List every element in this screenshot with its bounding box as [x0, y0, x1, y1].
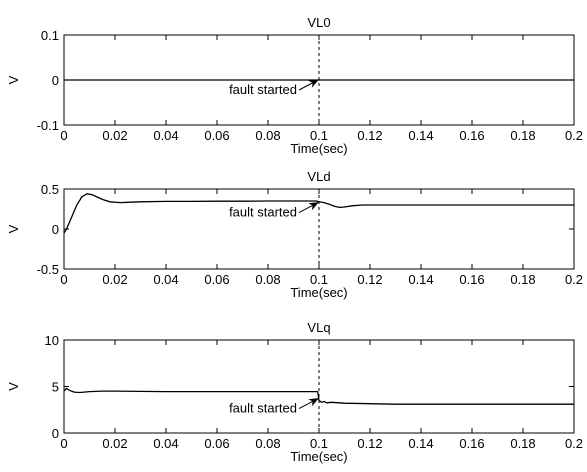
x-tick-label: 0.12 [357, 272, 382, 287]
series-line [63, 193, 574, 234]
x-tick-label: 0.1 [310, 272, 328, 287]
chart-panel-1: VL0 0 0.02 0.04 0.06 0.08 0.1 0.12 0.14 0.16 0.18 0… [6, 15, 583, 156]
x-tick-label: 0.04 [153, 128, 178, 143]
x-tick-label: 0.06 [204, 436, 229, 451]
x-tick-label: 0.12 [357, 128, 382, 143]
x-axis-label: Time(sec) [290, 285, 347, 300]
annotation-label: fault started [229, 82, 297, 97]
annotation-arrow [298, 202, 319, 214]
x-tick-label: 0.06 [204, 128, 229, 143]
annotation-arrow [298, 398, 319, 410]
x-tick-label: 0.1 [310, 128, 328, 143]
y-axis-label: V [6, 382, 21, 391]
chart-panel-2: VLd 0 0.02 0.04 0.06 0.08 0.1 0.12 0.14 0.16 0.18 0… [6, 169, 583, 300]
annotation-arrow [298, 79, 319, 91]
chart-panel-3: VLq 0 0.02 0.04 0.06 0.08 0.1 0.12 0.14 0.16 0.18 0… [6, 320, 583, 464]
chart-title: VLd [307, 169, 330, 184]
x-tick-label: 0.08 [255, 128, 280, 143]
y-tick-label: -0.5 [37, 262, 59, 277]
x-tick-label: 0.12 [357, 436, 382, 451]
x-tick-label: 0.2 [565, 436, 583, 451]
y-tick-label: 0 [52, 222, 59, 237]
x-tick-label: 0.16 [459, 272, 484, 287]
x-tick-label: 0.06 [204, 272, 229, 287]
x-tick-label: 0 [60, 272, 67, 287]
x-tick-label: 0.14 [408, 272, 433, 287]
chart-title: VL0 [307, 15, 330, 30]
y-axis-label: V [6, 75, 21, 84]
annotation-label: fault started [229, 205, 297, 220]
x-tick-label: 0.16 [459, 436, 484, 451]
series-line [63, 387, 574, 405]
x-tick-label: 0.18 [510, 128, 535, 143]
annotation-label: fault started [229, 401, 297, 416]
y-tick-label: 0.5 [41, 182, 59, 197]
x-axis-label: Time(sec) [290, 141, 347, 156]
x-tick-label: 0.1 [310, 436, 328, 451]
x-tick-label: 0 [60, 436, 67, 451]
y-tick-label: 0 [52, 426, 59, 441]
x-tick-label: 0.08 [255, 436, 280, 451]
x-tick-label: 0.14 [408, 128, 433, 143]
x-tick-label: 0.04 [153, 272, 178, 287]
x-tick-label: 0.14 [408, 436, 433, 451]
y-tick-label: 0 [52, 73, 59, 88]
x-tick-label: 0.2 [565, 128, 583, 143]
x-tick-label: 0.02 [102, 272, 127, 287]
x-tick-label: 0.2 [565, 272, 583, 287]
y-tick-label: 0.1 [41, 28, 59, 43]
x-tick-label: 0 [60, 128, 67, 143]
x-tick-label: 0.02 [102, 128, 127, 143]
y-tick-label: -0.1 [37, 118, 59, 133]
x-axis-label: Time(sec) [290, 449, 347, 464]
x-tick-label: 0.02 [102, 436, 127, 451]
chart-title: VLq [307, 320, 330, 335]
y-tick-label: 5 [52, 380, 59, 395]
x-tick-label: 0.04 [153, 436, 178, 451]
y-axis-label: V [6, 224, 21, 233]
x-tick-label: 0.08 [255, 272, 280, 287]
x-tick-label: 0.18 [510, 272, 535, 287]
x-tick-label: 0.18 [510, 436, 535, 451]
y-tick-label: 10 [45, 333, 59, 348]
x-tick-label: 0.16 [459, 128, 484, 143]
